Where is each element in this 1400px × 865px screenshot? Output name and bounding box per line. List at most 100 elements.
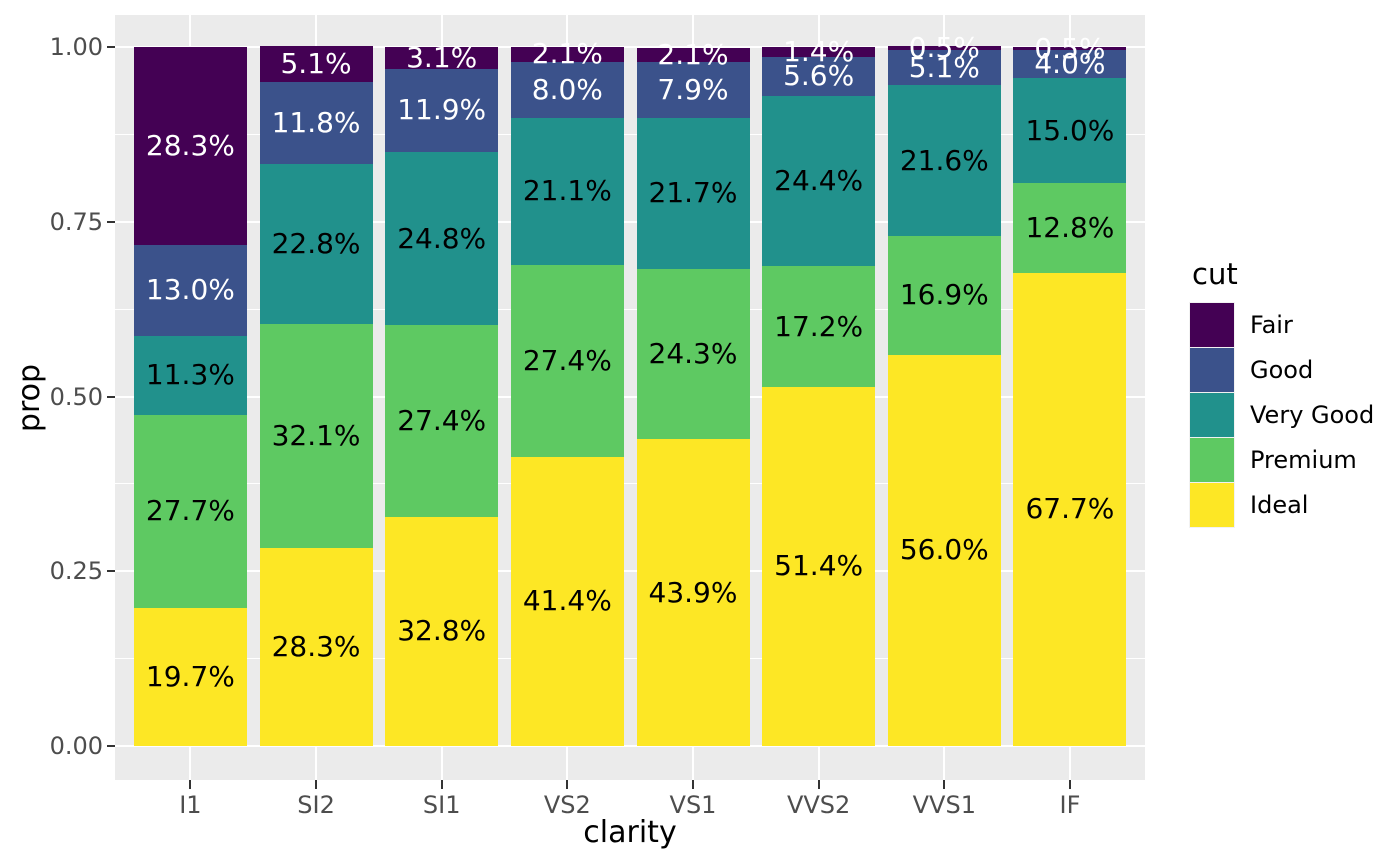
bar-segment	[510, 47, 624, 62]
x-tick-mark	[566, 780, 569, 789]
bar-segment	[1013, 272, 1127, 746]
bar-label: 5.6%	[783, 59, 855, 93]
y-tick-label: 0.75	[49, 207, 103, 236]
x-tick-mark	[189, 780, 192, 789]
y-tick-label: 0.00	[49, 732, 103, 760]
bar-label: 7.9%	[657, 72, 729, 106]
x-tick-mark	[440, 780, 443, 789]
bar-segment	[762, 266, 876, 387]
y-gridline-major	[115, 46, 1145, 48]
x-tick-mark	[943, 780, 946, 789]
bar-segment	[385, 151, 499, 326]
bar-segment	[133, 414, 247, 609]
y-gridline-major	[115, 570, 1145, 573]
y-gridline-minor	[115, 658, 1145, 660]
bar-segment	[636, 47, 750, 63]
bar-label: 21.1%	[522, 174, 612, 208]
bar-segment	[133, 335, 247, 415]
y-tick-mark	[107, 46, 115, 48]
y-gridline-minor	[115, 308, 1145, 310]
x-tick-label: VS2	[543, 791, 591, 819]
bar-segment	[1013, 47, 1127, 51]
bar-segment	[385, 47, 499, 69]
y-gridline-minor	[115, 133, 1145, 135]
bar-label: 19.7%	[145, 660, 235, 694]
bar-label: 67.7%	[1025, 492, 1115, 526]
bar-label: 22.8%	[271, 227, 361, 261]
bar-label: 24.3%	[648, 337, 738, 371]
bar-label: 28.3%	[145, 128, 235, 162]
bar-segment	[636, 439, 750, 746]
legend-label: Fair	[1250, 311, 1293, 339]
x-axis-title: clarity	[583, 815, 677, 850]
bar-segment	[1013, 50, 1127, 79]
x-tick-mark	[817, 780, 820, 789]
bar-label: 41.4%	[522, 584, 612, 618]
bar-label: 27.7%	[145, 494, 235, 528]
bar-label: 11.9%	[397, 93, 487, 127]
bar-segment	[1013, 183, 1127, 273]
bar-segment	[510, 265, 624, 457]
bar-segment	[259, 81, 373, 165]
bar-label: 32.8%	[397, 614, 487, 648]
x-tick-mark	[1068, 780, 1071, 789]
bar-label: 2.1%	[531, 37, 603, 71]
bar-segment	[510, 61, 624, 118]
legend-key-very-good	[1190, 393, 1234, 437]
bar-segment	[636, 117, 750, 270]
x-tick-label: VVS2	[786, 791, 851, 819]
bar-label: 32.1%	[271, 418, 361, 452]
bar-label: 21.6%	[899, 143, 989, 177]
bar-label: 8.0%	[531, 72, 603, 106]
bar-label: 16.9%	[899, 278, 989, 312]
legend-label: Premium	[1250, 446, 1357, 474]
bar-segment	[762, 47, 876, 57]
bar-segment	[510, 117, 624, 266]
bar-label: 11.8%	[271, 106, 361, 140]
y-tick-mark	[107, 395, 115, 398]
bar-label: 4.0%	[1034, 47, 1106, 81]
bar-label: 13.0%	[145, 273, 235, 307]
bar-label: 12.8%	[1025, 211, 1115, 245]
bar-label: 28.3%	[271, 630, 361, 664]
y-tick-label: 0.50	[49, 382, 103, 411]
bar-label: 51.4%	[774, 549, 864, 583]
plot-panel: 19.7% 27.7% 11.3% 13.0% 28.3% 28.3% 32.1% 22.8%…	[115, 15, 1145, 780]
bar-segment	[259, 548, 373, 746]
y-gridline-minor	[115, 483, 1145, 485]
y-gridline-major	[115, 220, 1145, 223]
legend-label: Very Good	[1250, 401, 1375, 429]
y-tick-label: 1.00	[49, 33, 103, 61]
bar-label: 11.3%	[145, 358, 235, 392]
bar-segment	[259, 323, 373, 549]
bar-label: 3.1%	[406, 40, 478, 74]
bar-segment	[385, 325, 499, 517]
bar-label: 5.1%	[280, 47, 352, 81]
bar-segment	[636, 62, 750, 118]
bar-label: 17.2%	[774, 309, 864, 343]
bar-segment	[636, 269, 750, 440]
bar-segment	[510, 456, 624, 746]
y-tick-label: 0.25	[49, 557, 103, 586]
legend-label: Good	[1250, 356, 1314, 384]
bar-segment	[133, 608, 247, 746]
bar-segment	[385, 516, 499, 746]
bar-label: 2.1%	[657, 38, 729, 72]
bar-segment	[887, 49, 1001, 86]
x-tick-label: VS1	[669, 791, 717, 819]
bar-label: 0.5%	[908, 31, 980, 65]
bar-label: 43.9%	[648, 575, 738, 609]
bar-label: 27.4%	[522, 343, 612, 377]
bar-segment	[259, 164, 373, 324]
bar-label: 21.7%	[648, 176, 738, 210]
legend-title: cut	[1192, 257, 1238, 291]
y-gridline-major	[115, 745, 1145, 747]
x-tick-label: SI1	[422, 791, 461, 819]
bar-segment	[259, 46, 373, 82]
y-tick-mark	[107, 570, 115, 573]
x-tick-mark	[692, 780, 694, 789]
x-tick-label: IF	[1059, 791, 1081, 819]
bar-segment	[887, 236, 1001, 355]
y-tick-mark	[107, 220, 115, 223]
bar-label: 1.4%	[783, 34, 855, 68]
